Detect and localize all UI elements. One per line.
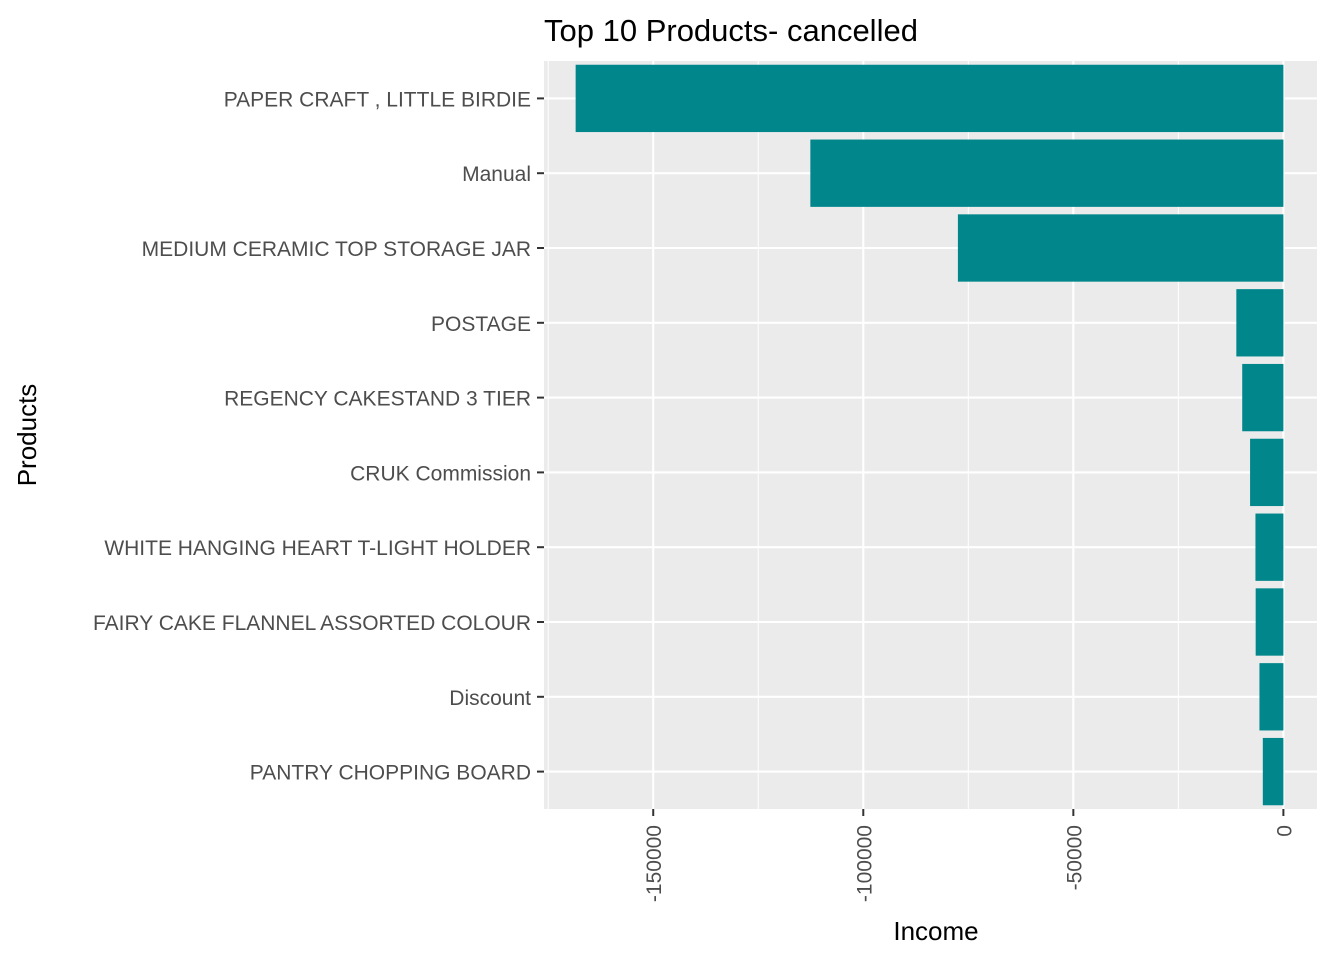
bar <box>810 139 1284 207</box>
bar <box>957 214 1284 282</box>
bar <box>575 64 1284 133</box>
y-tick-label: POSTAGE <box>431 313 531 336</box>
y-tick-label: PANTRY CHOPPING BOARD <box>250 762 531 785</box>
bar <box>1262 737 1284 806</box>
bars <box>575 64 1284 806</box>
x-axis: -150000 -100000 -50000 0 <box>643 809 1296 902</box>
x-axis-title: Income <box>893 916 978 946</box>
x-tick-label: -150000 <box>643 825 666 902</box>
bar <box>1242 363 1284 432</box>
x-tick-label: -100000 <box>853 825 876 902</box>
y-tick-label: Discount <box>449 687 531 710</box>
chart-title: Top 10 Products- cancelled <box>544 13 918 48</box>
bar <box>1259 663 1284 731</box>
y-tick-label: Manual <box>462 163 531 186</box>
bar <box>1250 438 1284 507</box>
y-axis: PAPER CRAFT , LITTLE BIRDIE Manual MEDIUM … <box>93 88 544 785</box>
y-tick-label: MEDIUM CERAMIC TOP STORAGE JAR <box>142 238 531 261</box>
x-tick-label: 0 <box>1273 825 1296 837</box>
x-tick-label: -50000 <box>1063 825 1086 890</box>
y-tick-label: WHITE HANGING HEART T-LIGHT HOLDER <box>104 537 531 560</box>
bar <box>1255 588 1284 656</box>
y-tick-label: REGENCY CAKESTAND 3 TIER <box>224 388 531 411</box>
y-tick-label: CRUK Commission <box>350 462 531 485</box>
bar <box>1236 289 1284 357</box>
bar <box>1255 513 1284 581</box>
y-axis-title: Products <box>12 384 42 487</box>
y-tick-label: FAIRY CAKE FLANNEL ASSORTED COLOUR <box>93 612 531 635</box>
y-tick-label: PAPER CRAFT , LITTLE BIRDIE <box>224 88 531 111</box>
